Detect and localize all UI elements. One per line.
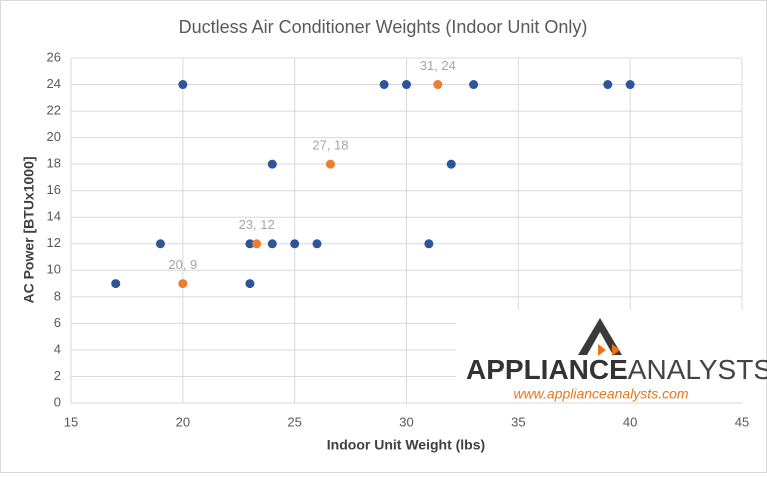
point: [603, 80, 613, 90]
point: [245, 279, 255, 289]
x-tick-label: 30: [399, 414, 413, 429]
x-axis-title: Indoor Unit Weight (lbs): [327, 437, 485, 453]
x-tick-label: 20: [176, 414, 190, 429]
point: [325, 159, 335, 169]
y-axis-title: AC Power [BTUx1000]: [21, 156, 37, 303]
point: [469, 80, 479, 90]
y-tick-label: 12: [47, 235, 61, 250]
logo-arrow: [612, 344, 620, 356]
y-tick-label: 24: [47, 76, 61, 91]
point: [290, 239, 300, 249]
marks: 20, 9 23, 12 27, 18 31, 24: [111, 58, 635, 289]
point: [252, 239, 262, 249]
point: [312, 239, 322, 249]
point: [424, 239, 434, 249]
x-tick-label: 40: [623, 414, 637, 429]
data-label: 20, 9: [168, 257, 197, 272]
point: [178, 80, 188, 90]
brand-bold: APPLIANCE: [466, 354, 628, 385]
y-tick-label: 20: [47, 129, 61, 144]
logo-arrow: [598, 344, 606, 356]
y-tick-label: 8: [54, 288, 61, 303]
point: [433, 80, 443, 90]
point: [446, 159, 456, 169]
point: [379, 80, 389, 90]
watermark-brand: APPLIANCEANALYSTS: [466, 354, 767, 385]
y-tick-label: 6: [54, 315, 61, 330]
point: [111, 279, 121, 289]
x-tick-label: 35: [511, 414, 525, 429]
brand-light: ANALYSTS: [628, 354, 767, 385]
y-tick-label: 14: [47, 209, 61, 224]
logo-a: [578, 318, 622, 355]
y-tick-label: 18: [47, 156, 61, 171]
point: [267, 239, 277, 249]
point: [625, 80, 635, 90]
y-tick-label: 2: [54, 368, 61, 383]
y-tick-label: 10: [47, 262, 61, 277]
y-tick-label: 4: [54, 341, 61, 356]
point: [267, 159, 277, 169]
watermark-url: www.applianceanalysts.com: [513, 386, 688, 402]
x-tick-label: 15: [64, 414, 78, 429]
point: [178, 279, 188, 289]
point: [402, 80, 411, 90]
y-tick-label: 16: [47, 182, 61, 197]
logo: [578, 318, 622, 356]
point: [245, 239, 255, 249]
x-tick-label: 25: [287, 414, 301, 429]
y-tick-label: 22: [47, 103, 61, 118]
point: [155, 239, 165, 249]
data-label: 31, 24: [420, 58, 456, 73]
chart-title: Ductless Air Conditioner Weights (Indoor…: [179, 17, 588, 37]
data-label: 23, 12: [239, 217, 275, 232]
data-label: 27, 18: [312, 138, 348, 153]
y-tick-label: 26: [47, 49, 61, 64]
x-tick-label: 45: [735, 414, 749, 429]
y-tick-label: 0: [54, 394, 61, 409]
